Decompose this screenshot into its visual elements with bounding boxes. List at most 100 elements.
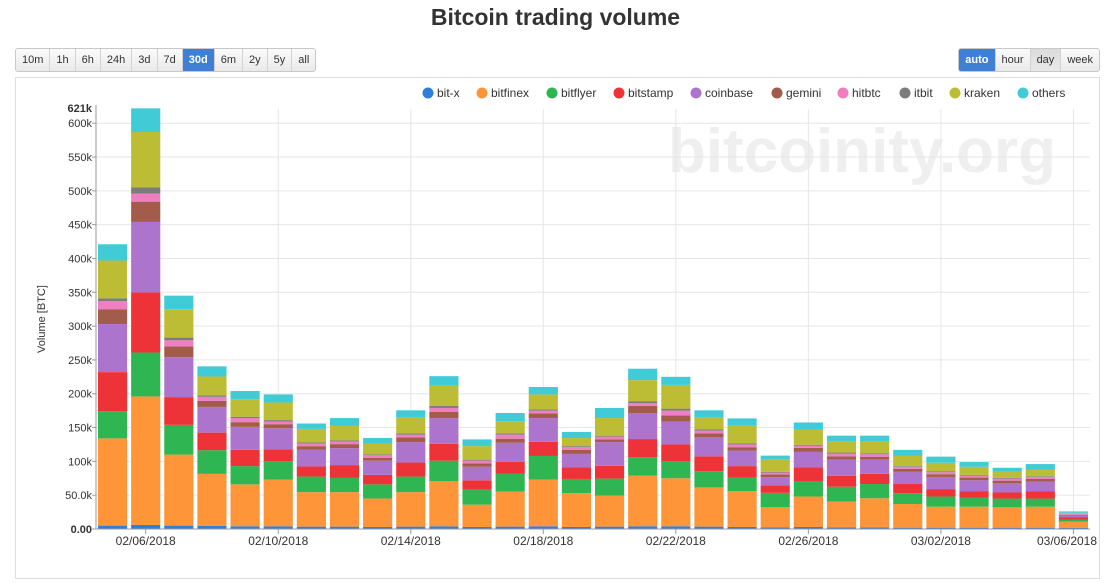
bar-segment-bitfinex xyxy=(561,493,592,527)
bar-segment-bitflyer xyxy=(363,484,393,499)
bar-segment-others xyxy=(462,439,492,447)
range-5y-button[interactable]: 5y xyxy=(267,49,293,71)
range-7d-button[interactable]: 7d xyxy=(157,49,183,71)
bar-segment-kraken xyxy=(628,380,658,402)
bar-segment-itbit xyxy=(826,452,857,454)
bar-segment-gemini xyxy=(826,456,857,460)
bar-segment-coinbase xyxy=(561,453,592,468)
bar-segment-others xyxy=(694,410,724,418)
bar-segment-kraken xyxy=(164,309,194,338)
bar-segment-hitbtc xyxy=(926,472,956,475)
resolution-auto-button[interactable]: auto xyxy=(959,49,996,71)
legend-label-bitfinex: bitfinex xyxy=(491,86,529,100)
y-tick-label: 150k xyxy=(68,423,92,435)
legend-marker-itbit xyxy=(899,87,911,99)
range-2y-button[interactable]: 2y xyxy=(243,49,268,71)
bar-segment-bitfinex xyxy=(396,492,426,527)
bar-segment-kraken xyxy=(363,443,393,455)
bar-segment-bitfinex xyxy=(164,454,194,526)
bar-segment-kraken xyxy=(296,428,326,443)
resolution-week-button[interactable]: week xyxy=(1061,49,1099,71)
bar-segment-bitstamp xyxy=(661,444,691,462)
bar-segment-hitbtc xyxy=(131,193,161,202)
bar-segment-gemini xyxy=(760,474,790,478)
range-30d-button[interactable]: 30d xyxy=(182,49,215,71)
legend-marker-hitbtc xyxy=(837,87,849,99)
bar-segment-kraken xyxy=(396,417,426,434)
bar-segment-others xyxy=(893,449,923,456)
bar-segment-bitfinex xyxy=(860,498,890,528)
range-10m-button[interactable]: 10m xyxy=(16,49,51,71)
y-max-label: 621k xyxy=(68,103,93,115)
range-6h-button[interactable]: 6h xyxy=(75,49,101,71)
bar-segment-kraken xyxy=(1025,469,1055,477)
bar-segment-bitstamp xyxy=(1058,517,1089,520)
bar-segment-bitflyer xyxy=(826,486,857,502)
range-all-button[interactable]: all xyxy=(292,49,316,71)
bar-segment-bitstamp xyxy=(793,467,823,481)
bar-segment-bit-x xyxy=(727,526,757,529)
bar-segment-gemini xyxy=(97,309,128,325)
bar-segment-others xyxy=(363,438,393,444)
bar-segment-bit-x xyxy=(230,526,260,529)
range-3d-button[interactable]: 3d xyxy=(132,49,158,71)
bar-segment-bit-x xyxy=(926,527,956,529)
bar-segment-coinbase xyxy=(528,418,558,442)
bar-segment-bitfinex xyxy=(628,475,658,527)
bar-segment-itbit xyxy=(992,477,1022,479)
bar-segment-hitbtc xyxy=(528,410,558,414)
legend-marker-bitstamp xyxy=(613,87,625,99)
bar-segment-hitbtc xyxy=(694,430,724,434)
bar-segment-bitflyer xyxy=(561,478,592,494)
bar-segment-hitbtc xyxy=(992,478,1022,481)
bar-segment-gemini xyxy=(594,439,625,443)
legend-label-bitflyer: bitflyer xyxy=(561,86,596,100)
bar-segment-bitfinex xyxy=(992,507,1022,528)
bar-segment-bitflyer xyxy=(926,496,956,507)
bar-segment-bitflyer xyxy=(396,476,426,493)
resolution-day-button[interactable]: day xyxy=(1030,49,1062,71)
range-6m-button[interactable]: 6m xyxy=(214,49,244,71)
bar-segment-itbit xyxy=(959,474,989,476)
resolution-hour-button[interactable]: hour xyxy=(995,49,1031,71)
bar-segment-others xyxy=(826,435,857,442)
bar-segment-bitstamp xyxy=(164,397,194,425)
bar-segment-gemini xyxy=(197,400,227,407)
bar-segment-others xyxy=(97,244,128,261)
bar-segment-itbit xyxy=(661,408,691,411)
bar-segment-hitbtc xyxy=(561,447,592,450)
bar-segment-coinbase xyxy=(926,476,956,490)
bar-segment-bit-x xyxy=(197,525,227,529)
range-1h-button[interactable]: 1h xyxy=(50,49,76,71)
bar-segment-bitfinex xyxy=(694,487,724,527)
bar-segment-bitflyer xyxy=(992,498,1022,508)
legend-marker-kraken xyxy=(949,87,961,99)
bar-segment-bitflyer xyxy=(860,484,890,499)
bar-segment-kraken xyxy=(860,441,890,454)
bar-segment-bitstamp xyxy=(694,456,724,472)
bar-segment-itbit xyxy=(1025,476,1055,477)
bar-segment-hitbtc xyxy=(793,445,823,448)
bar-segment-bit-x xyxy=(860,527,890,529)
x-tick-label: 02/22/2018 xyxy=(646,534,706,548)
bar-segment-coinbase xyxy=(694,437,724,457)
bar-segment-kraken xyxy=(760,459,790,472)
legend-marker-coinbase xyxy=(690,87,702,99)
x-tick-label: 03/02/2018 xyxy=(911,534,971,548)
y-tick-label: 250k xyxy=(68,355,92,367)
bar-segment-hitbtc xyxy=(661,410,691,416)
bar-segment-kraken xyxy=(826,441,857,453)
bar-segment-gemini xyxy=(1025,478,1055,482)
bar-segment-bitstamp xyxy=(594,465,625,479)
bar-segment-hitbtc xyxy=(230,418,260,423)
bar-segment-itbit xyxy=(396,433,426,435)
bar-segment-gemini xyxy=(329,444,360,449)
bar-segment-others xyxy=(296,423,326,429)
bar-segment-bitflyer xyxy=(97,411,128,439)
bar-segment-bit-x xyxy=(1025,527,1055,529)
bar-segment-gemini xyxy=(1058,514,1089,516)
bar-segment-gemini xyxy=(926,474,956,477)
bar-segment-itbit xyxy=(760,471,790,473)
range-24h-button[interactable]: 24h xyxy=(100,49,133,71)
bar-segment-bitstamp xyxy=(197,432,227,451)
